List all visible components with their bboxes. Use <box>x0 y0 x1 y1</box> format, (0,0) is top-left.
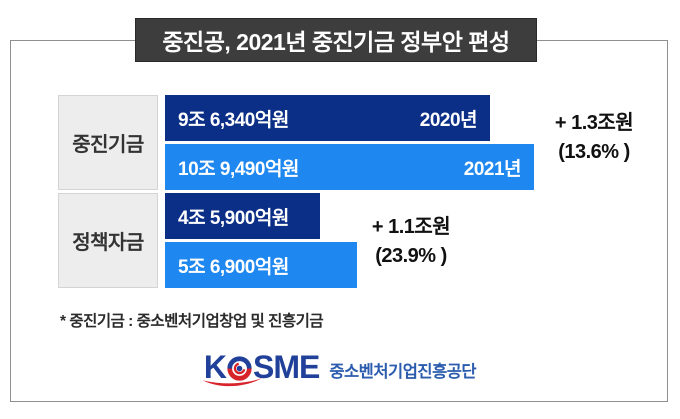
change-annotation-jungjin-fund: + 1.3조원 (13.6% ) <box>528 109 660 167</box>
change-annotation-policy-fund: + 1.1조원 (23.9% ) <box>345 213 477 271</box>
logo-swoosh-icon <box>201 378 262 387</box>
bar-year-label: 2020년 <box>419 109 478 131</box>
chart-title: 중진공, 2021년 중진기금 정부안 편성 <box>135 18 537 62</box>
bar-policy-fund-2020: 4조 5,900억원 <box>165 193 320 239</box>
bar-jungjin-fund-2020: 9조 6,340억원 2020년 <box>165 95 490 141</box>
bar-jungjin-fund-2021: 10조 9,490억원 2021년 <box>165 144 534 190</box>
wordmark-sme: SME <box>252 349 320 385</box>
category-label-policy-fund: 정책자금 <box>58 193 158 288</box>
bar-value-label: 5조 6,900억원 <box>178 256 289 278</box>
change-delta: + 1.1조원 <box>371 216 451 238</box>
bar-year-label: 2021년 <box>463 158 522 180</box>
change-percent: (23.9% ) <box>375 245 447 267</box>
bar-value-label: 10조 9,490억원 <box>178 158 299 180</box>
bar-policy-fund-2021: 5조 6,900억원 <box>165 242 357 288</box>
footnote: * 중진기금 : 중소벤처기업창업 및 진흥기금 <box>60 313 324 330</box>
change-delta: + 1.3조원 <box>554 112 634 134</box>
change-percent: (13.6% ) <box>558 141 630 163</box>
category-label-jungjin-fund: 중진기금 <box>58 95 158 190</box>
wordmark-k: K <box>203 349 227 385</box>
kosme-o-swirl-icon <box>227 355 252 381</box>
kosme-logo: K SME 중소벤처기업진흥공단 <box>0 349 680 387</box>
bar-value-label: 9조 6,340억원 <box>178 109 289 131</box>
kosme-wordmark: K SME <box>201 349 320 387</box>
logo-org-name: 중소벤처기업진흥공단 <box>329 362 477 381</box>
bar-value-label: 4조 5,900억원 <box>178 207 289 229</box>
